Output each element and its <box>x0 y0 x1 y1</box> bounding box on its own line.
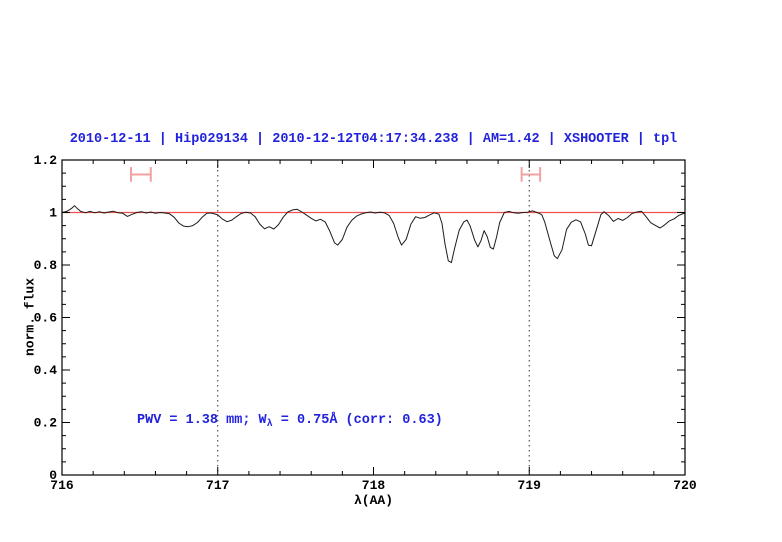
y-tick-label: 1.2 <box>34 153 58 168</box>
plot-title: 2010-12-11 | Hip029134 | 2010-12-12T04:1… <box>69 132 678 147</box>
y-tick-label: 0 <box>49 468 57 483</box>
pwv-annotation-text: PWV = 1.38 mm; W <box>137 413 267 428</box>
x-tick-label: 718 <box>362 478 386 493</box>
lambda-subscript: λ <box>266 419 273 430</box>
spectrum-path <box>61 205 686 264</box>
x-tick-label: 719 <box>518 478 542 493</box>
x-tick-label: 716 <box>50 478 74 493</box>
pwv-annotation: PWV = 1.38 mm; Wλ = 0.75Å (corr: 0.63) <box>137 413 443 430</box>
x-tick-label: 720 <box>673 478 697 493</box>
y-tick-label: 0.6 <box>34 311 58 326</box>
y-tick-label: 1 <box>49 206 57 221</box>
y-tick-label: 0.8 <box>34 258 58 273</box>
x-axis-label: λ(AA) <box>353 493 393 508</box>
y-tick-label: 0.4 <box>34 363 58 378</box>
y-tick-label: 0.2 <box>34 416 58 431</box>
x-tick-label: 717 <box>206 478 229 493</box>
plot-frame <box>61 159 686 476</box>
pwv-annotation-text-2: = 0.75Å (corr: 0.63) <box>272 413 443 428</box>
y-axis-label: norm. flux <box>22 277 38 357</box>
